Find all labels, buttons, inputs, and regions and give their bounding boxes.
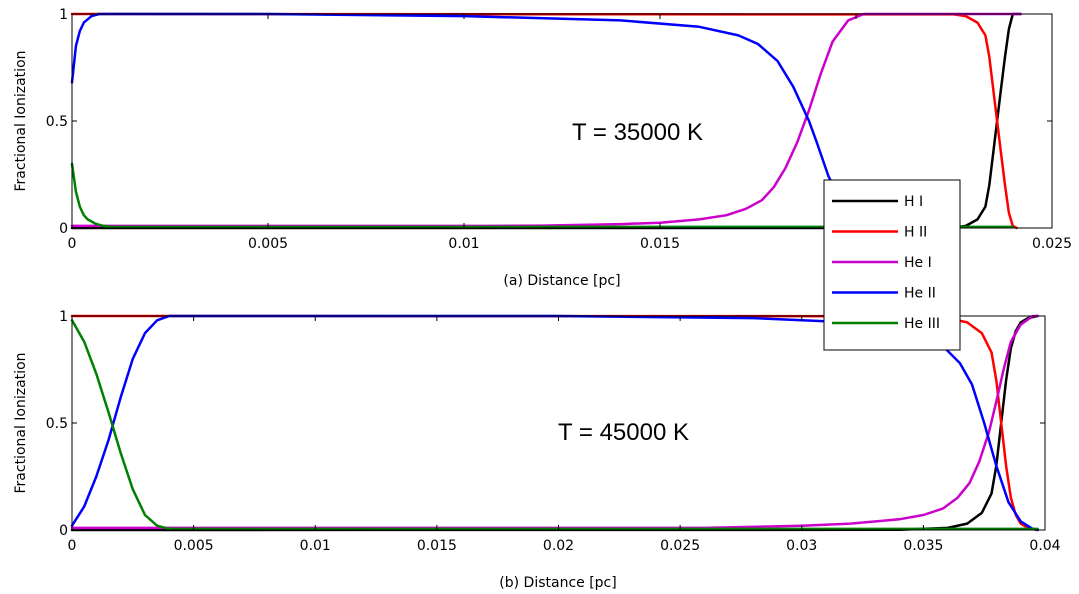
x-tick-label: 0: [68, 236, 77, 252]
x-tick-label: 0.02: [543, 538, 574, 554]
legend-label: He I: [904, 255, 932, 271]
x-tick-label: 0: [68, 538, 77, 554]
x-axis-label-a: (a) Distance [pc]: [503, 273, 620, 289]
series-line-he-i: [70, 12, 1022, 228]
legend-label: He III: [904, 316, 940, 332]
temperature-annotation-a: T = 35000 K: [572, 119, 703, 146]
y-tick-label: 0.5: [46, 416, 68, 432]
legend-label: He II: [904, 286, 936, 302]
x-tick-label: 0.025: [1032, 236, 1072, 252]
series-line-he-i: [70, 314, 1039, 530]
y-axis-label-b: Fractional Ionization: [13, 352, 29, 493]
legend-entries: H I H II He I He II He III: [832, 194, 940, 332]
legend-box: [823, 179, 961, 351]
x-axis-label-b: (b) Distance [pc]: [499, 575, 616, 591]
x-tick-label: 0.015: [640, 236, 680, 252]
legend-label: H II: [904, 225, 927, 241]
x-tick-label: 0.035: [903, 538, 943, 554]
y-tick-label: 0.5: [46, 114, 68, 130]
series-line-he-iii: [70, 162, 1015, 229]
y-tick-label: 0: [59, 221, 68, 237]
legend-label: H I: [904, 194, 923, 210]
x-tick-label: 0.04: [1029, 538, 1060, 554]
y-tick-label: 1: [59, 7, 68, 23]
x-tick-label: 0.01: [448, 236, 479, 252]
temperature-annotation-b: T = 45000 K: [558, 419, 689, 446]
legend: H I H II He I He II He III: [823, 179, 961, 351]
x-tick-label: 0.025: [660, 538, 700, 554]
y-tick-label: 0: [59, 523, 68, 539]
x-tick-label: 0.005: [174, 538, 214, 554]
ticks-b: 0 0.005 0.01 0.015 0.02 0.025 0.03 0.035 0.04 0 0.…: [46, 309, 1061, 554]
x-tick-label: 0.01: [300, 538, 331, 554]
series-line-he-ii: [70, 12, 866, 230]
x-tick-label: 0.015: [417, 538, 457, 554]
x-tick-label: 0.03: [786, 538, 817, 554]
panel-b: 0 0.005 0.01 0.015 0.02 0.025 0.03 0.035 0.04 0 0.…: [13, 309, 1061, 591]
series-line-h-ii: [70, 12, 1018, 230]
plot-area-b: [72, 316, 1045, 530]
x-tick-label: 0.005: [248, 236, 288, 252]
y-tick-label: 1: [59, 309, 68, 325]
series-line-he-iii: [70, 319, 1039, 531]
y-axis-label-a: Fractional Ionization: [13, 50, 29, 191]
